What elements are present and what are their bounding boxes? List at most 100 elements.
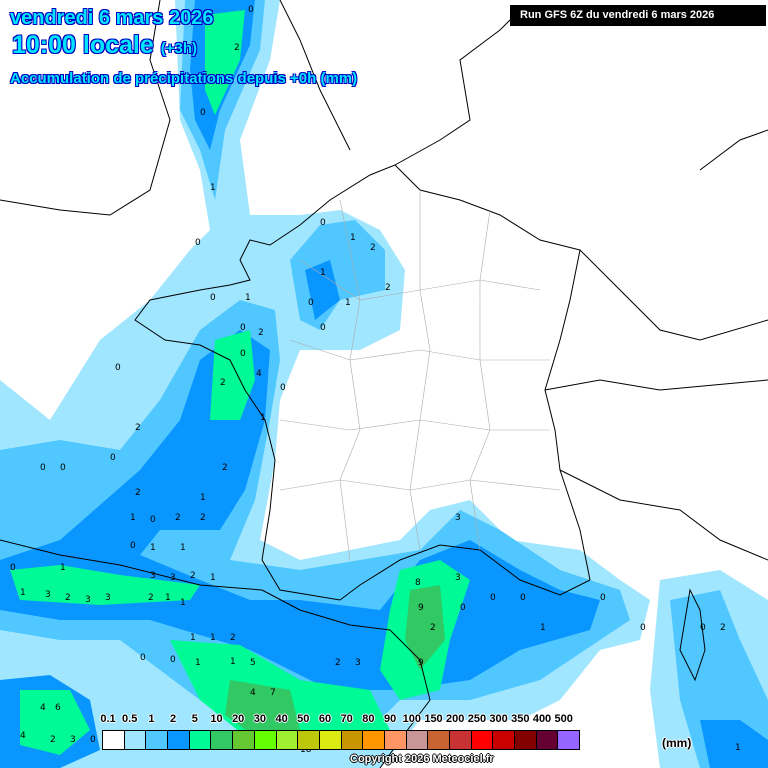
precip-value: 9 [418,658,424,668]
precip-value: 0 [200,108,206,118]
legend-label: 2 [170,713,177,725]
precip-value: 0 [210,293,216,303]
precip-value: 1 [210,183,216,193]
precip-value: 2 [720,623,726,633]
precip-value: 0 [90,735,96,745]
legend-swatch [450,731,472,749]
legend-swatch [189,731,212,749]
precip-value: 2 [220,378,226,388]
color-legend [102,730,581,750]
time-label: 10:00 locale [12,31,154,59]
precip-value: 3 [45,590,51,600]
precip-value: 1 [20,588,26,598]
legend-label: 500 [554,713,573,725]
precip-value: 0 [150,515,156,525]
precip-value: 1 [350,233,356,243]
precip-value: 1 [540,623,546,633]
precip-value: 1 [230,657,236,667]
precip-value: 0 [460,603,466,613]
legend-label: 90 [383,713,397,725]
legend-swatch [254,731,277,749]
precip-value: 0 [640,623,646,633]
legend-label: 350 [511,713,530,725]
legend-label: 60 [318,713,332,725]
precip-value: 2 [258,328,264,338]
precip-value: 3 [355,658,361,668]
precip-value: 4 [250,688,256,698]
legend-swatch [168,731,190,749]
legend-label: 400 [532,713,552,725]
precip-value: 9 [418,603,424,613]
precip-value: 3 [170,573,176,583]
precip-value: 1 [245,293,251,303]
precip-value: 2 [234,43,240,53]
precip-value: 2 [175,513,181,523]
precip-value: 0 [240,349,246,359]
precip-value: 0 [195,238,201,248]
legend-swatch [515,731,537,749]
legend-swatch [103,731,125,749]
precip-value: 1 [190,633,196,643]
legend-label: 50 [297,713,310,725]
legend-label: 20 [232,713,245,725]
legend-swatch [363,731,385,749]
legend-label: 40 [275,713,288,725]
precip-value: 1 [735,743,741,753]
precip-value: 7 [270,688,276,698]
legend-label: 250 [467,713,487,725]
precip-value: 1 [210,633,216,643]
legend-swatch [233,731,255,749]
precip-value: 1 [130,513,136,523]
precip-value: 6 [55,703,61,713]
precip-value: 2 [135,488,141,498]
legend-label: 100 [402,713,421,725]
forecast-time: 10:00 locale (+3h) [12,33,197,58]
legend-label: 1 [148,713,155,725]
precip-value: 0 [240,323,246,333]
legend-swatch [319,731,342,749]
precip-value: 0 [130,541,136,551]
legend-unit: (mm) [662,736,692,750]
precip-value: 3 [455,573,461,583]
legend-label: 10 [210,713,223,725]
legend-swatch [276,731,299,749]
precip-value: 2 [430,623,436,633]
precip-value: 0 [520,593,526,603]
forecast-date: vendredi 6 mars 2026 [10,7,214,29]
precip-value: 0 [280,383,286,393]
precip-value: 1 [180,543,186,553]
precip-value: 3 [70,735,76,745]
legend-swatch [471,731,494,749]
precip-value: 3 [455,513,461,523]
precip-value: 2 [222,463,228,473]
precip-value: 2 [148,593,154,603]
precip-value: 0 [490,593,496,603]
precip-value: 2 [50,735,56,745]
precip-value: 3 [105,593,111,603]
legend-label: 80 [362,713,375,725]
precip-value: 0 [115,363,121,373]
legend-swatch [558,731,580,749]
precip-value: 1 [320,268,326,278]
legend-swatch [146,731,169,749]
precip-value: 2 [190,571,196,581]
legend-swatch [211,731,234,749]
run-info: Run GFS 6Z du vendredi 6 mars 2026 [510,5,766,26]
precip-value: 0 [700,623,706,633]
precip-value: 1 [195,658,201,668]
precip-value: 0 [248,5,254,15]
time-offset: (+3h) [160,40,197,57]
precip-value: 3 [150,571,156,581]
precip-value: 4 [40,703,46,713]
legend-swatch [298,731,320,749]
legend-label: 30 [253,713,267,725]
legend-label: 0.1 [100,713,116,725]
legend-swatch [124,731,147,749]
map-subtitle: Accumulation de précipitations depuis +0… [10,70,358,87]
precip-value: 1 [165,593,171,603]
precip-value: 0 [140,653,146,663]
legend-label: 300 [489,713,508,725]
